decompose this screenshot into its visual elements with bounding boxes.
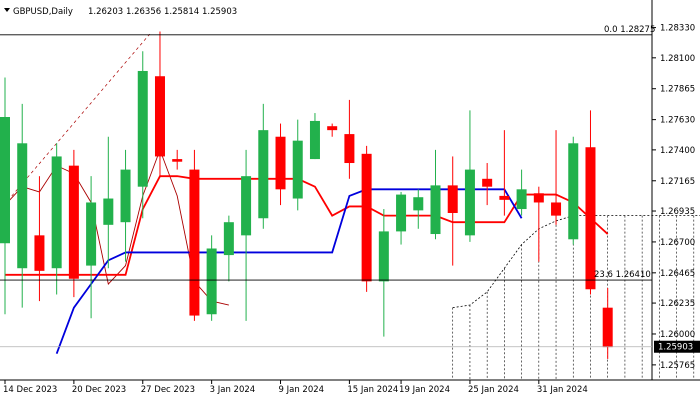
candle-body [275,136,286,190]
candle-body [585,147,596,290]
candle-body [68,165,79,279]
time-tick-label: 27 Dec 2023 [141,385,195,395]
price-tick-label: 1.28330 [660,24,695,34]
candle-body [430,185,441,235]
candle-body [309,120,320,160]
symbol-label: GBPUSD,Daily [13,7,73,17]
candle-body [206,248,217,315]
price-tick-label: 1.26000 [660,330,695,340]
candle-body [396,194,407,232]
time-tick-label: 3 Jan 2024 [210,385,256,395]
dropdown-arrow-icon[interactable] [4,8,10,12]
candle-body [86,202,97,266]
time-tick-label: 20 Dec 2023 [72,385,126,395]
ohlc-high: 1.26356 [126,7,161,17]
time-tick-label: 19 Jan 2024 [399,385,450,395]
candle-body [516,189,527,210]
price-tick-label: 1.27865 [660,85,695,95]
candle-body [137,70,148,187]
kijun-line [55,188,523,355]
candle-body [51,156,62,269]
time-tick-label: 25 Jan 2024 [468,385,519,395]
candle-body [292,140,303,199]
fib-level-236-label: 23.6 1.26410 [594,270,651,280]
time-tick-label: 9 Jan 2024 [279,385,325,395]
candle-body [172,159,183,162]
price-tick-label: 1.26465 [660,269,695,279]
price-axis: 1.28330 1.28100 1.27865 1.27630 1.27400 1.271… [652,24,700,371]
price-tick-label: 1.25765 [660,361,695,371]
time-tick-label: 14 Dec 2023 [3,385,57,395]
candle-body [378,231,389,282]
candle-body [361,153,372,282]
candle-body [258,130,269,219]
candle-body [344,134,355,164]
candle-body [154,76,165,157]
candle-body [482,178,493,187]
price-tick-label: 1.26700 [660,238,695,248]
current-price-tag [654,340,700,353]
candle-body [189,169,200,316]
trend-guide-line [3,33,150,206]
ohlc-close: 1.25903 [202,7,237,17]
chart-header: GBPUSD,Daily 1.26203 1.26356 1.25814 1.2… [4,7,237,17]
time-tick-label: 15 Jan 2024 [347,385,398,395]
candle-body [464,169,475,236]
price-tick-label: 1.28100 [660,54,695,64]
fibonacci-levels: 0.0 1.28275 23.6 1.26410 [0,25,655,348]
price-tick-label: 1.26235 [660,299,695,309]
candle-body [413,197,424,211]
ohlc-low: 1.25814 [164,7,199,17]
candle-body [568,143,579,240]
candle-body [241,176,252,236]
candle-body [447,185,458,213]
candle-body [533,193,544,203]
candle-body [17,143,28,269]
price-tick-label: 1.27165 [660,177,695,187]
chart-frame [0,0,700,381]
candle-body [34,235,45,271]
fib-level-0-label: 0.0 1.28275 [604,25,655,35]
time-axis: 14 Dec 2023 20 Dec 2023 27 Dec 2023 3 Jan 2… [3,380,588,395]
candle-body [223,222,234,256]
candle-body [103,198,114,225]
candle-body [0,116,10,244]
tenkan-line [5,175,609,276]
ohlc-open: 1.26203 [88,7,123,17]
candle-body [499,195,510,200]
candle-body [120,169,131,223]
candles [0,31,613,359]
current-price-label: 1.25903 [658,343,693,353]
price-tick-label: 1.26935 [660,207,695,217]
time-tick-label: 31 Jan 2024 [537,385,588,395]
price-tick-label: 1.27630 [660,116,695,126]
candle-body [327,126,338,131]
candle-body [551,202,562,216]
price-tick-label: 1.27400 [660,146,695,156]
candle-body [602,307,613,348]
